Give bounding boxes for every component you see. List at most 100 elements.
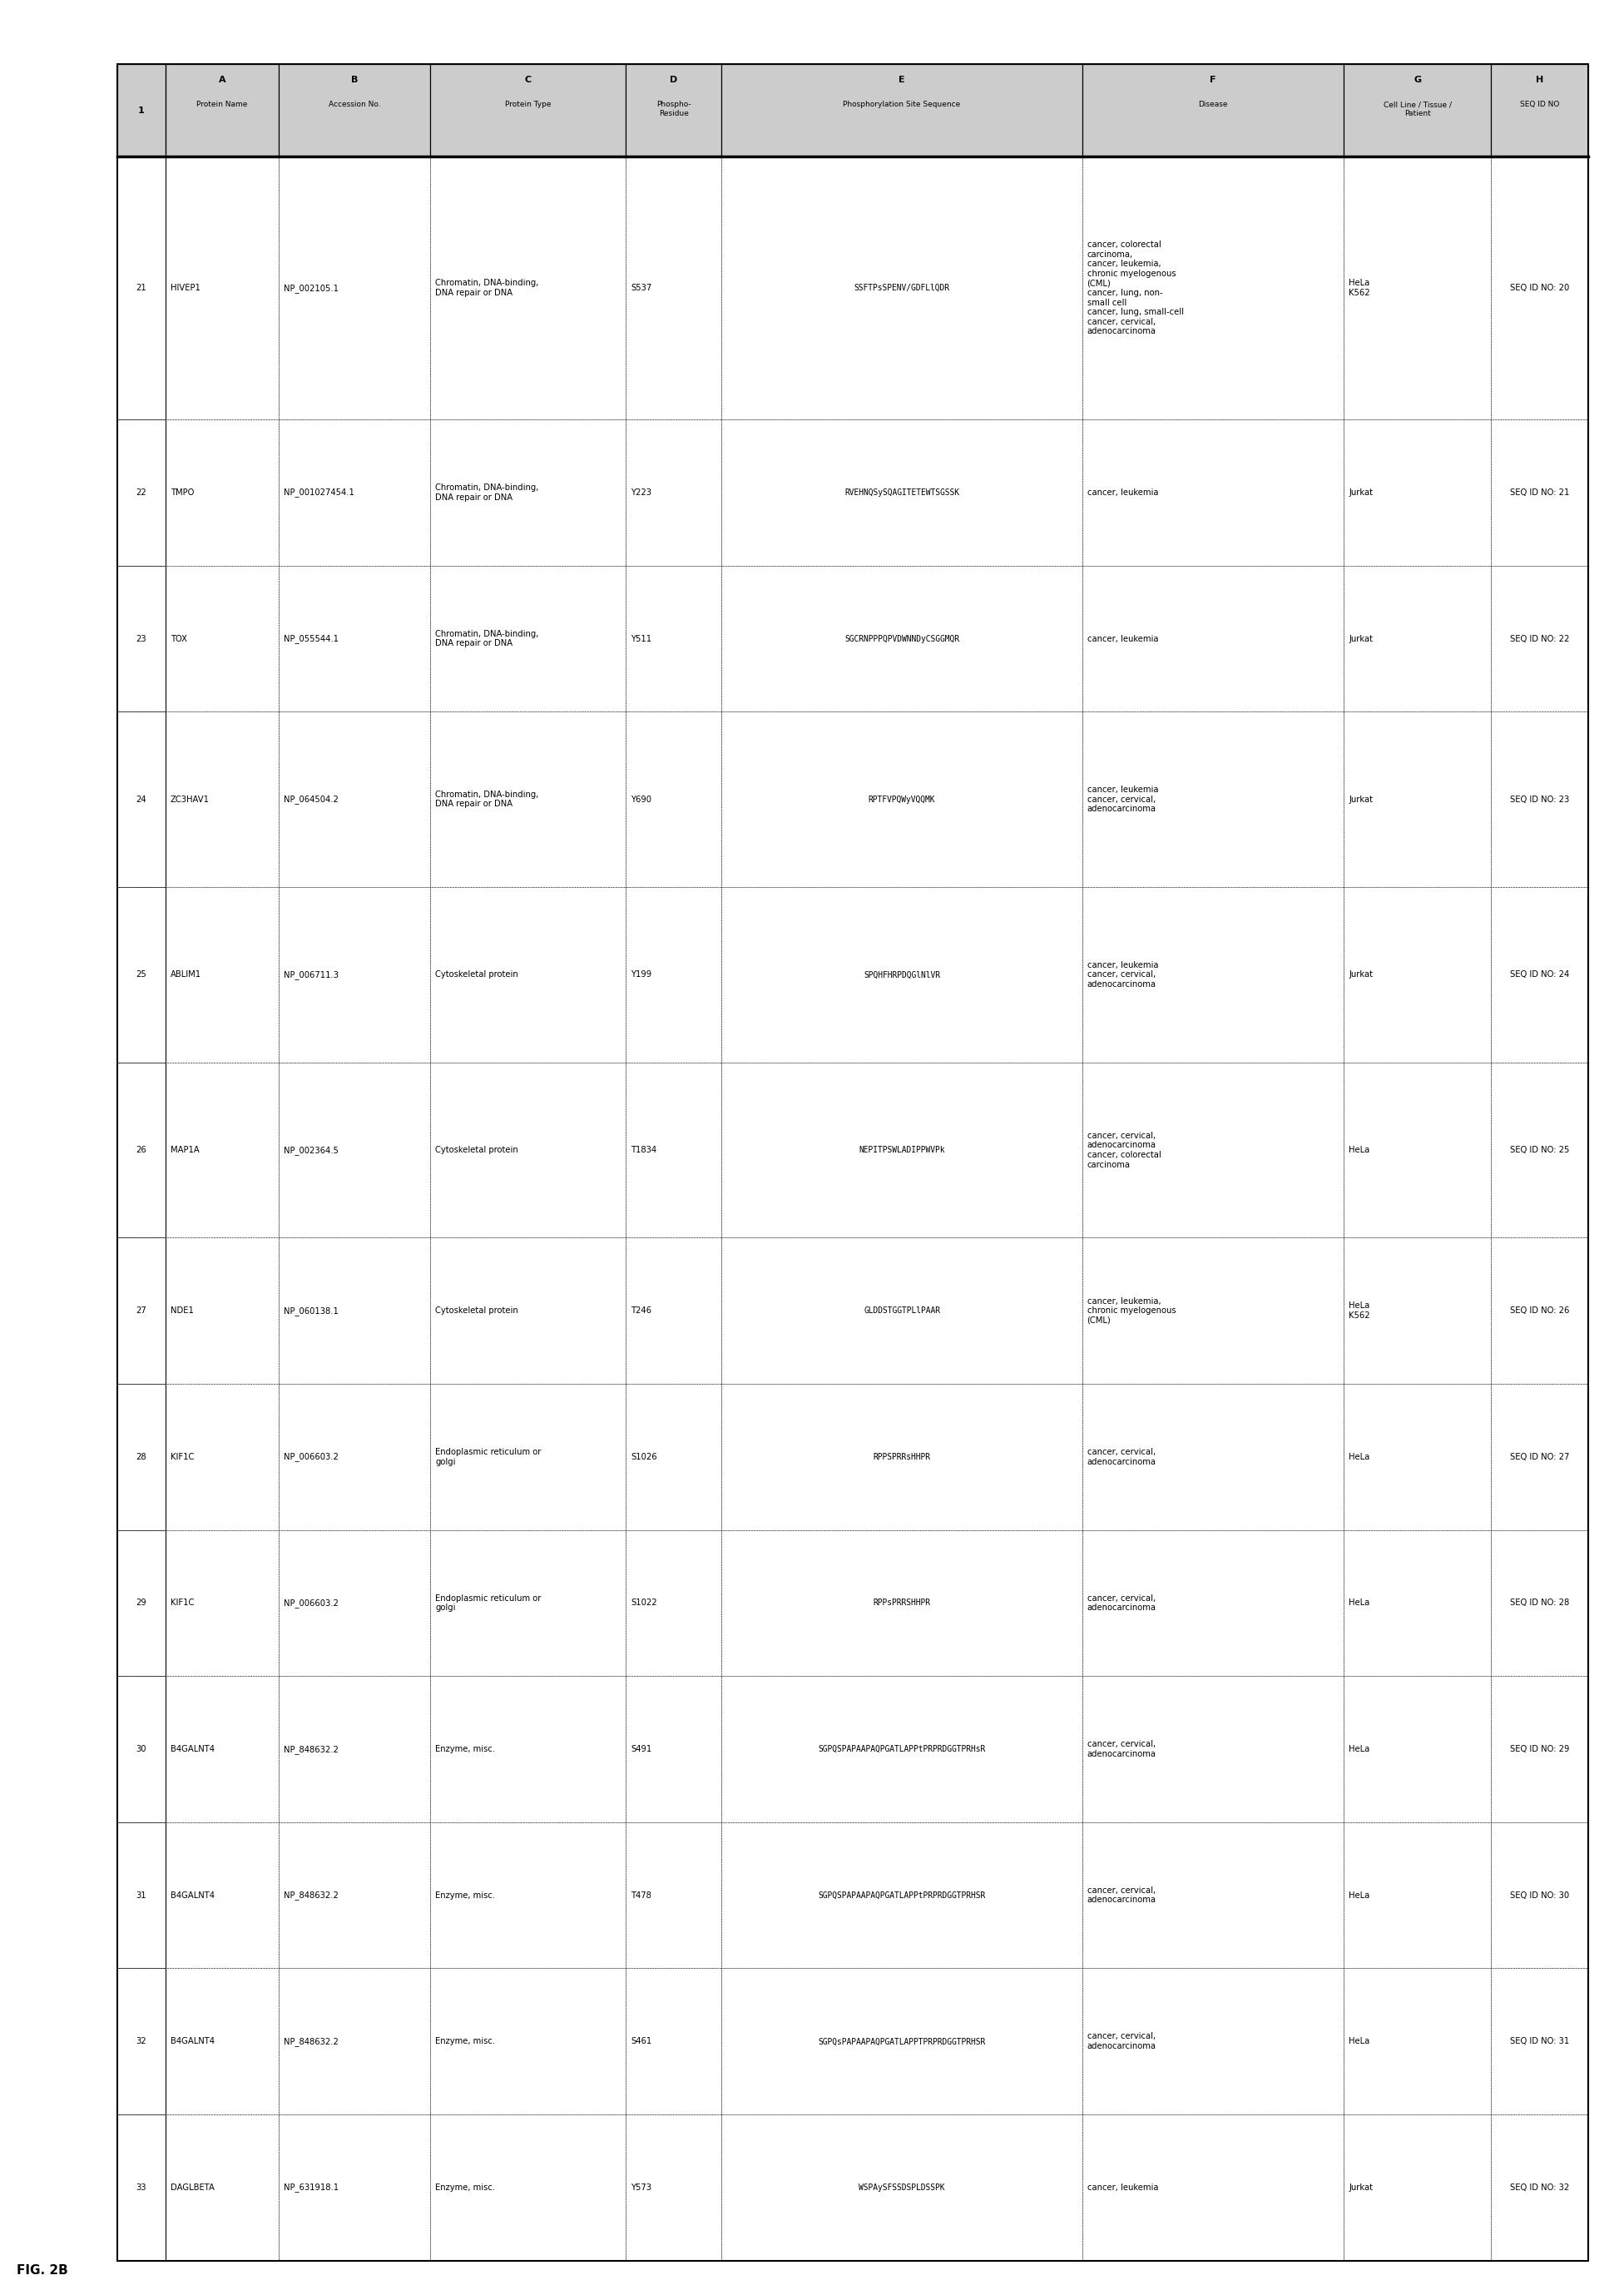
Bar: [625, 64, 721, 156]
Text: cancer, cervical,
adenocarcinoma: cancer, cervical, adenocarcinoma: [1086, 1886, 1156, 1905]
Text: 26: 26: [136, 1145, 146, 1154]
Text: SEQ ID NO: SEQ ID NO: [1520, 101, 1559, 108]
Text: cancer, leukemia: cancer, leukemia: [1086, 2183, 1158, 2192]
Bar: [1082, 1675, 1345, 1822]
Text: Enzyme, misc.: Enzyme, misc.: [435, 2038, 495, 2045]
Text: Chromatin, DNA-binding,
DNA repair or DNA: Chromatin, DNA-binding, DNA repair or DN…: [435, 280, 539, 296]
Bar: [117, 1384, 166, 1531]
Text: HeLa
K562: HeLa K562: [1350, 280, 1371, 296]
Bar: [430, 1675, 625, 1822]
Text: cancer, colorectal
carcinoma,
cancer, leukemia,
chronic myelogenous
(CML)
cancer: cancer, colorectal carcinoma, cancer, le…: [1086, 241, 1184, 335]
Text: SEQ ID NO: 21: SEQ ID NO: 21: [1510, 489, 1569, 496]
Text: SGPQSPAPAAPAQPGATLAPPtPRPRDGGTPRHSR: SGPQSPAPAAPAQPGATLAPPtPRPRDGGTPRHSR: [818, 1891, 986, 1900]
Text: Phosphorylation Site Sequence: Phosphorylation Site Sequence: [843, 101, 961, 108]
Text: 32: 32: [136, 2038, 146, 2045]
Text: HeLa: HeLa: [1350, 2038, 1371, 2045]
Text: S537: S537: [630, 285, 651, 291]
Bar: [721, 1237, 1082, 1384]
Text: Phospho-
Residue: Phospho- Residue: [656, 101, 692, 117]
Bar: [1345, 156, 1491, 420]
Bar: [117, 1969, 166, 2114]
Text: RVEHNQSySQAGITETEWTSGSSK: RVEHNQSySQAGITETEWTSGSSK: [844, 489, 960, 496]
Text: E: E: [898, 76, 905, 85]
Text: Disease: Disease: [1199, 101, 1228, 108]
Text: Y690: Y690: [630, 796, 651, 803]
Text: HeLa: HeLa: [1350, 1744, 1371, 1753]
Bar: [1345, 888, 1491, 1063]
Text: SEQ ID NO: 30: SEQ ID NO: 30: [1510, 1891, 1569, 1900]
Text: S491: S491: [630, 1744, 651, 1753]
Bar: [117, 1237, 166, 1384]
Text: 27: 27: [136, 1306, 146, 1315]
Text: cancer, leukemia
cancer, cervical,
adenocarcinoma: cancer, leukemia cancer, cervical, adeno…: [1086, 785, 1158, 812]
Bar: [430, 888, 625, 1063]
Text: DAGLBETA: DAGLBETA: [171, 2183, 214, 2192]
Bar: [1082, 1384, 1345, 1531]
Text: C: C: [525, 76, 531, 85]
Text: FIG. 2B: FIG. 2B: [16, 2265, 68, 2277]
Text: SEQ ID NO: 29: SEQ ID NO: 29: [1510, 1744, 1569, 1753]
Text: SEQ ID NO: 25: SEQ ID NO: 25: [1510, 1145, 1569, 1154]
Bar: [1082, 156, 1345, 420]
Text: B4GALNT4: B4GALNT4: [171, 1744, 214, 1753]
Bar: [430, 2114, 625, 2261]
Text: cancer, leukemia: cancer, leukemia: [1086, 633, 1158, 643]
Bar: [1345, 1063, 1491, 1237]
Bar: [166, 1531, 279, 1675]
Text: Y511: Y511: [630, 633, 651, 643]
Text: Enzyme, misc.: Enzyme, misc.: [435, 2183, 495, 2192]
Bar: [430, 1822, 625, 1969]
Text: T478: T478: [630, 1891, 651, 1900]
Text: B4GALNT4: B4GALNT4: [171, 1891, 214, 1900]
Bar: [1345, 711, 1491, 888]
Text: SEQ ID NO: 23: SEQ ID NO: 23: [1510, 796, 1569, 803]
Bar: [1345, 2114, 1491, 2261]
Bar: [166, 1969, 279, 2114]
Bar: [1345, 420, 1491, 565]
Text: Protein Type: Protein Type: [505, 101, 551, 108]
Bar: [1345, 1969, 1491, 2114]
Bar: [625, 420, 721, 565]
Text: NEPITPSWLADIPPWVPk: NEPITPSWLADIPPWVPk: [859, 1145, 945, 1154]
Text: NP_006603.2: NP_006603.2: [284, 1600, 338, 1606]
Text: Endoplasmic reticulum or
golgi: Endoplasmic reticulum or golgi: [435, 1595, 541, 1611]
Text: SEQ ID NO: 24: SEQ ID NO: 24: [1510, 971, 1569, 980]
Text: NP_006603.2: NP_006603.2: [284, 1453, 338, 1462]
Text: Cytoskeletal protein: Cytoskeletal protein: [435, 971, 518, 980]
Bar: [430, 565, 625, 711]
Text: cancer, cervical,
adenocarcinoma: cancer, cervical, adenocarcinoma: [1086, 2033, 1156, 2049]
Text: Jurkat: Jurkat: [1350, 633, 1372, 643]
Bar: [279, 1531, 430, 1675]
Bar: [279, 420, 430, 565]
Text: SGCRNPPPQPVDWNNDyCSGGMQR: SGCRNPPPQPVDWNNDyCSGGMQR: [844, 633, 960, 643]
Bar: [1082, 64, 1345, 156]
Text: TMPO: TMPO: [171, 489, 193, 496]
Bar: [166, 1822, 279, 1969]
Bar: [1082, 1063, 1345, 1237]
Text: B4GALNT4: B4GALNT4: [171, 2038, 214, 2045]
Text: S461: S461: [630, 2038, 651, 2045]
Bar: [1082, 420, 1345, 565]
Text: A: A: [219, 76, 226, 85]
Text: 24: 24: [136, 796, 146, 803]
Text: cancer, leukemia,
chronic myelogenous
(CML): cancer, leukemia, chronic myelogenous (C…: [1086, 1297, 1176, 1324]
Text: NP_848632.2: NP_848632.2: [284, 1744, 338, 1753]
Bar: [625, 1531, 721, 1675]
Bar: [166, 156, 279, 420]
Text: HIVEP1: HIVEP1: [171, 285, 200, 291]
Bar: [625, 1822, 721, 1969]
Bar: [117, 1531, 166, 1675]
Bar: [279, 156, 430, 420]
Text: Jurkat: Jurkat: [1350, 796, 1372, 803]
Text: S1026: S1026: [630, 1453, 658, 1462]
Bar: [625, 156, 721, 420]
Text: RPTFVPQWyVQQMK: RPTFVPQWyVQQMK: [869, 796, 935, 803]
Text: NP_631918.1: NP_631918.1: [284, 2183, 339, 2192]
Bar: [279, 64, 430, 156]
Text: NP_848632.2: NP_848632.2: [284, 2038, 338, 2045]
Bar: [117, 1063, 166, 1237]
Bar: [721, 1969, 1082, 2114]
Text: Cytoskeletal protein: Cytoskeletal protein: [435, 1145, 518, 1154]
Bar: [1082, 1237, 1345, 1384]
Text: S1022: S1022: [630, 1600, 658, 1606]
